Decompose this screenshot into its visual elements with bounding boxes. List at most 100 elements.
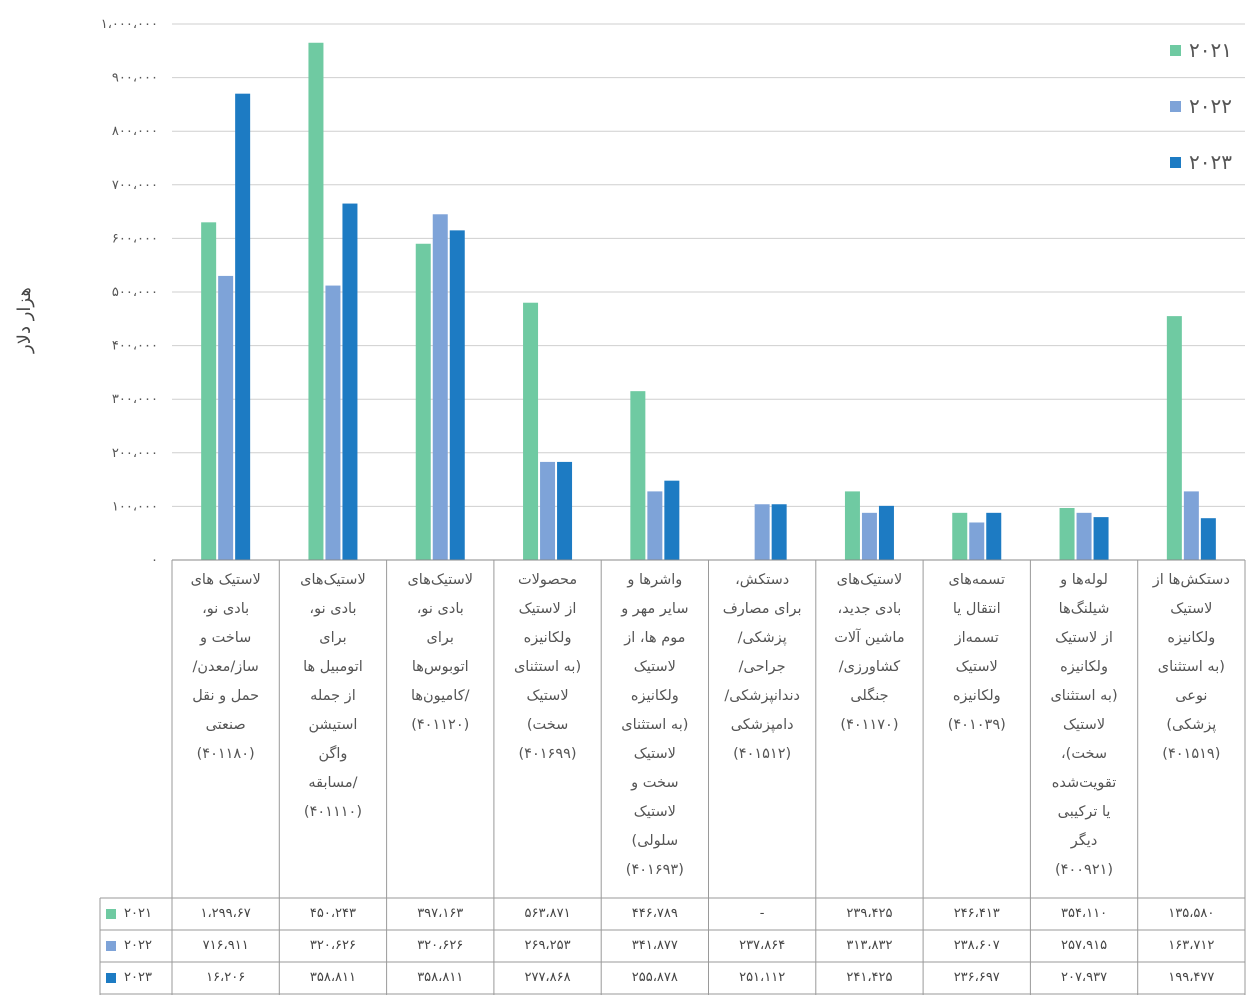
- y-tick-label: ۷۰۰،۰۰۰: [112, 178, 158, 193]
- bar: [540, 461, 556, 560]
- table-cell: ۳۱۳،۸۳۲: [846, 938, 893, 953]
- y-tick-label: ۶۰۰،۰۰۰: [112, 231, 158, 246]
- table-cell: ۲۳۸،۶۰۷: [953, 938, 1000, 953]
- table-cell: ۲۵۷،۹۱۵: [1060, 938, 1108, 953]
- table-cell: ۲۶۹،۲۵۳: [524, 938, 571, 953]
- table-cell: ۲۰۷،۹۳۷: [1060, 970, 1108, 985]
- table-row-label: ۲۰۲۳: [100, 963, 172, 993]
- table-cell: ۴۴۶،۷۸۹: [631, 906, 678, 921]
- series-name: ۲۰۲۳: [124, 970, 152, 985]
- legend-swatch: [1170, 100, 1181, 112]
- bar: [523, 302, 539, 560]
- legend-label: ۲۰۲۱: [1189, 38, 1232, 62]
- x-tick-label: لاستیک‌های بادی نو، برای اتوبوس‌ها /کامی…: [407, 572, 474, 733]
- bar: [218, 275, 234, 560]
- x-tick-label: لاستیک‌های بادی جدید، ماشین آلات کشاورزی…: [834, 572, 905, 733]
- table-cell: ۴۵۰،۲۴۳: [309, 906, 356, 921]
- bar: [754, 504, 770, 560]
- bar: [432, 214, 448, 560]
- y-tick-label: ۸۰۰،۰۰۰: [112, 124, 158, 139]
- bar: [201, 222, 217, 560]
- table-cell: ۲۴۱،۴۲۵: [846, 970, 893, 985]
- legend-label: ۲۰۲۳: [1189, 150, 1232, 174]
- table-cell: ۳۵۸،۸۱۱: [417, 970, 464, 985]
- bar: [844, 491, 860, 560]
- bar: [969, 522, 985, 560]
- x-tick-label: دستکش‌ها از لاستیک ولکانیزه (به استثنای …: [1152, 572, 1230, 762]
- bar: [415, 243, 431, 560]
- bar: [1183, 491, 1199, 560]
- x-tick-label: لاستیک‌های بادی نو، برای اتومبیل ها از ج…: [300, 572, 366, 820]
- table-cell: ۲۴۶،۴۱۳: [953, 906, 1000, 921]
- table-cell: ۱۶،۲۰۶: [206, 970, 246, 985]
- bar: [1166, 316, 1182, 560]
- table-cell: ۳۲۰،۶۲۶: [417, 938, 464, 953]
- table-cell: ۱۶۳،۷۱۲: [1168, 938, 1215, 953]
- series-swatch: [106, 940, 116, 951]
- table-cell: ۷۱۶،۹۱۱: [202, 938, 249, 953]
- bar: [557, 461, 573, 560]
- y-tick-label: ۳۰۰،۰۰۰: [112, 392, 158, 407]
- table-cell: ۲۵۵،۸۷۸: [631, 970, 678, 985]
- bar: [952, 512, 968, 560]
- bar: [342, 203, 358, 560]
- y-tick-label: ۵۰۰،۰۰۰: [112, 285, 158, 300]
- legend-item: ۲۰۲۲: [1170, 94, 1232, 118]
- x-tick-label: لوله‌ها و شیلنگ‌ها از لاستیک ولکانیزه (ب…: [1050, 572, 1118, 878]
- y-axis-label: هزار دلار: [14, 287, 35, 353]
- table-row-label: ۲۰۲۲: [100, 931, 172, 961]
- table-cell: ۱۳۵،۵۸۰: [1168, 906, 1215, 921]
- y-tick-label: ۱،۰۰۰،۰۰۰: [101, 17, 158, 32]
- series-swatch: [106, 908, 116, 919]
- y-tick-label: ۱۰۰،۰۰۰: [112, 499, 158, 514]
- bar: [1059, 508, 1075, 560]
- bar: [1200, 518, 1216, 560]
- table-cell: ۲۳۹،۴۲۵: [846, 906, 893, 921]
- bar: [771, 504, 787, 560]
- series-swatch: [106, 972, 116, 983]
- bar: [449, 230, 465, 561]
- series-name: ۲۰۲۱: [124, 906, 152, 921]
- table-cell: -: [759, 906, 765, 921]
- x-tick-label: لاستیک های بادی نو، ساخت و ساز/معدن/ حمل…: [190, 572, 261, 762]
- table-cell: ۲۷۷،۸۶۸: [524, 970, 571, 985]
- legend-swatch: [1170, 156, 1181, 168]
- bar: [235, 93, 251, 561]
- bar: [1093, 517, 1109, 560]
- table-cell: ۲۳۶،۶۹۷: [953, 970, 1000, 985]
- x-tick-label: واشرها و سایر مهر و موم ها، از لاستیک ول…: [621, 572, 689, 878]
- table-cell: ۱۹۹،۴۷۷: [1168, 970, 1215, 985]
- legend-item: ۲۰۲۱: [1170, 38, 1232, 62]
- bar: [647, 491, 663, 560]
- table-cell: ۳۲۰،۶۲۶: [309, 938, 356, 953]
- y-tick-label: ۹۰۰،۰۰۰: [112, 71, 158, 86]
- legend-label: ۲۰۲۲: [1189, 94, 1232, 118]
- bar: [664, 480, 680, 560]
- bar: [878, 505, 894, 560]
- x-tick-label: تسمه‌های انتقال یا تسمه‌از لاستیک ولکانی…: [947, 572, 1006, 733]
- table-cell: ۵۶۳،۸۷۱: [524, 906, 571, 921]
- table-cell: ۳۹۷،۱۶۳: [417, 906, 464, 921]
- y-tick-label: ۰: [151, 553, 158, 568]
- bar: [630, 391, 646, 560]
- bar: [861, 512, 877, 560]
- series-name: ۲۰۲۲: [124, 938, 152, 953]
- y-tick-label: ۴۰۰،۰۰۰: [112, 339, 158, 354]
- bar: [1076, 512, 1092, 560]
- legend-swatch: [1170, 44, 1181, 56]
- table-cell: ۲۵۱،۱۱۲: [739, 970, 786, 985]
- table-row-label: ۲۰۲۱: [100, 899, 172, 929]
- x-tick-label: محصولات از لاستیک ولکانیزه (به استثنای ل…: [513, 572, 582, 762]
- table-cell: ۲۳۷،۸۶۴: [739, 938, 786, 953]
- x-tick-label: دستکش، برای مصارف پزشکی/ جراحی/ دندانپزش…: [722, 572, 802, 762]
- table-cell: ۳۴۱،۸۷۷: [631, 938, 678, 953]
- bar: [986, 512, 1002, 560]
- table-cell: ۳۵۴،۱۱۰: [1060, 906, 1108, 921]
- legend-item: ۲۰۲۳: [1170, 150, 1232, 174]
- table-cell: ۳۵۸،۸۱۱: [309, 970, 356, 985]
- y-tick-label: ۲۰۰،۰۰۰: [112, 446, 158, 461]
- bar: [308, 42, 324, 560]
- table-cell: ۱،۲۹۹،۶۷: [200, 906, 251, 921]
- bar: [325, 285, 341, 560]
